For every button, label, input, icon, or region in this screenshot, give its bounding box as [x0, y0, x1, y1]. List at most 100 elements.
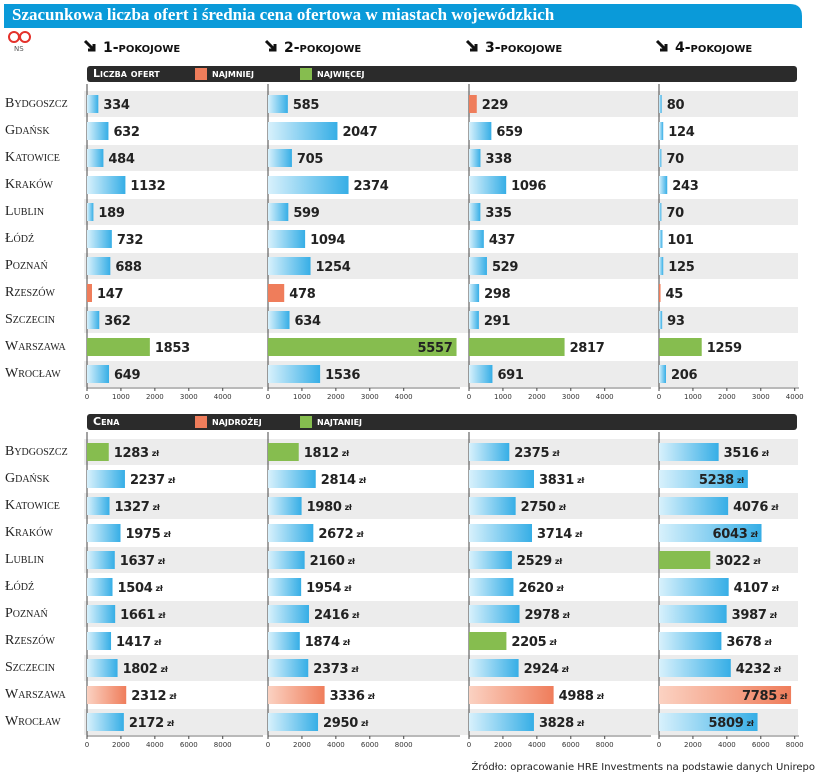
bar: [469, 203, 481, 221]
section-header: [87, 66, 797, 82]
bar: [659, 524, 762, 542]
x-tick-label: 3000: [361, 393, 379, 401]
value-number: 189: [98, 206, 124, 221]
value-label: 1980 zł: [307, 500, 353, 515]
value-number: 1132: [130, 179, 165, 194]
x-tick-label: 2000: [718, 393, 736, 401]
value-number: 362: [104, 314, 130, 329]
value-label: 2750 zł: [521, 500, 567, 515]
value-label: 298: [484, 287, 510, 302]
value-unit: zł: [750, 530, 758, 539]
value-number: 585: [293, 98, 319, 113]
value-label: 70: [666, 206, 684, 221]
bar: [659, 578, 729, 596]
value-label: 338: [485, 152, 511, 167]
category-label: Gdańsk: [5, 123, 50, 138]
value-label: 291: [484, 314, 510, 329]
bar: [659, 122, 664, 140]
value-label: 1661 zł: [120, 608, 166, 623]
column-title: 2-pokojowe: [284, 40, 361, 56]
bar: [268, 659, 309, 677]
row-band: [84, 91, 798, 117]
value-number: 2924: [524, 662, 559, 677]
value-label: 1637 zł: [120, 554, 166, 569]
category-label: Lublin: [5, 204, 44, 219]
category-label: Szczecin: [5, 660, 55, 675]
value-number: 3678: [726, 635, 761, 650]
bar: [659, 605, 727, 623]
value-number: 206: [671, 368, 697, 383]
value-unit: zł: [772, 584, 780, 593]
column-title: 4-pokojowe: [675, 40, 752, 56]
x-tick-label: 2000: [112, 741, 130, 749]
bar: [469, 686, 554, 704]
value-number: 298: [484, 287, 510, 302]
bar: [268, 632, 300, 650]
x-tick-label: 2000: [293, 741, 311, 749]
value-label: 124: [668, 125, 694, 140]
value-number: 2047: [342, 125, 377, 140]
bar: [87, 497, 110, 515]
bar: [469, 470, 534, 488]
x-tick-label: 0: [657, 393, 661, 401]
value-number: 2312: [131, 689, 166, 704]
value-label: 6043 zł: [712, 527, 758, 542]
bar: [268, 149, 292, 167]
bar: [659, 311, 663, 329]
value-unit: zł: [774, 665, 782, 674]
value-unit: zł: [352, 611, 360, 620]
value-label: 1132: [130, 179, 165, 194]
value-number: 70: [666, 206, 684, 221]
value-label: 1812 zł: [304, 446, 350, 461]
bar: [659, 176, 668, 194]
value-number: 2172: [129, 716, 164, 731]
x-tick-label: 0: [85, 393, 89, 401]
value-unit: zł: [597, 692, 605, 701]
bar: [268, 176, 349, 194]
value-number: 2529: [517, 554, 552, 569]
bar: [469, 365, 493, 383]
bar: [87, 257, 111, 275]
value-number: 3714: [537, 527, 572, 542]
bar: [469, 176, 507, 194]
bar: [268, 713, 319, 731]
value-label: 4232 zł: [736, 662, 782, 677]
value-number: 2374: [354, 179, 389, 194]
bar: [268, 470, 316, 488]
value-number: 4232: [736, 662, 771, 677]
x-tick-label: 2000: [684, 741, 702, 749]
value-number: 3336: [330, 689, 365, 704]
value-unit: zł: [167, 719, 175, 728]
value-unit: zł: [762, 449, 770, 458]
x-tick-label: 4000: [214, 393, 232, 401]
value-unit: zł: [575, 530, 583, 539]
legend-swatch: [300, 416, 312, 428]
bar: [87, 632, 112, 650]
arrow-icon: [264, 39, 277, 52]
category-label: Warszawa: [5, 687, 67, 702]
bar: [87, 122, 109, 140]
value-label: 147: [97, 287, 123, 302]
bar: [659, 284, 661, 302]
value-number: 2416: [314, 608, 349, 623]
logo-mark: [19, 31, 31, 43]
value-label: 1417 zł: [116, 635, 162, 650]
x-tick-label: 6000: [752, 741, 770, 749]
x-tick-label: 4000: [395, 393, 413, 401]
bar: [469, 149, 481, 167]
bar: [659, 257, 664, 275]
row-band: [84, 145, 798, 171]
bar: [87, 149, 104, 167]
value-number: 1874: [305, 635, 340, 650]
value-unit: zł: [771, 503, 779, 512]
value-unit: zł: [169, 692, 177, 701]
legend-label: najdrożej: [212, 415, 262, 428]
category-label: Bydgoszcz: [5, 444, 68, 459]
bar: [87, 365, 110, 383]
bar: [469, 524, 533, 542]
section-header: [87, 414, 797, 430]
value-label: 125: [668, 260, 694, 275]
value-unit: zł: [577, 719, 585, 728]
bar: [659, 365, 666, 383]
value-unit: zł: [158, 557, 166, 566]
